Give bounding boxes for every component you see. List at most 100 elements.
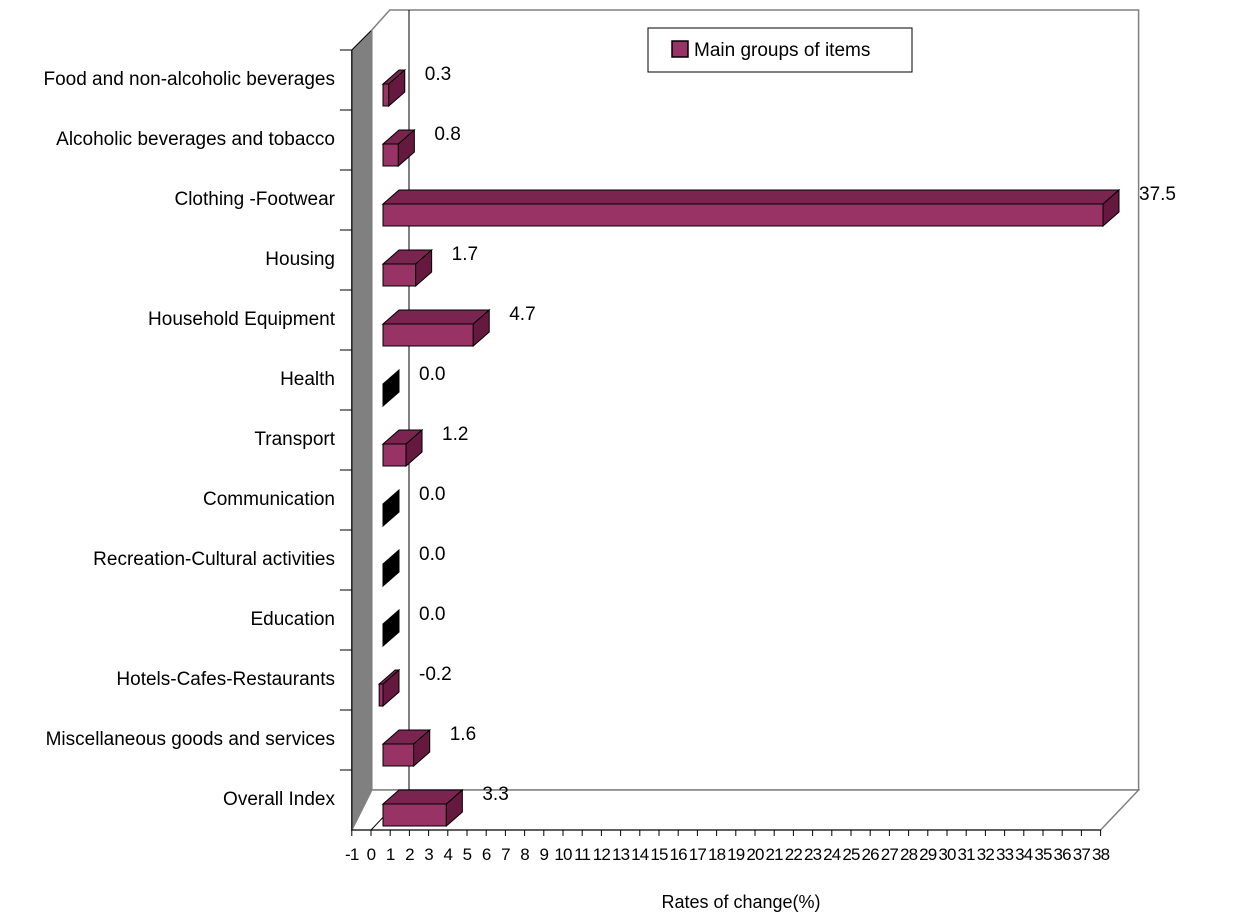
x-tick-label: 6 [482,845,491,864]
category-label: Food and non-alcoholic beverages [43,69,335,90]
category-label: Hotels-Cafes-Restaurants [116,669,335,690]
data-label: 0.8 [434,124,460,145]
back-wall [371,9,1140,791]
x-tick-label: 16 [670,845,688,864]
data-label: 0.0 [419,604,445,625]
data-label: 1.6 [450,724,476,745]
x-tick-label: 1 [386,845,395,864]
axis-group: -1 0 1 2 3 4 5 6 7 8 9 10 11 12 13 14 15 16 17 18 19 20 21 22 23… [339,49,1110,912]
bar [382,548,400,588]
category-label: Miscellaneous goods and services [46,729,335,750]
data-label: -0.2 [419,664,452,685]
bar [381,248,433,288]
bar [381,308,491,348]
category-label: Clothing -Footwear [174,189,335,210]
bar-front [382,143,399,167]
x-tick-label: 28 [900,845,918,864]
x-tick-label: 0 [367,845,376,864]
x-tick-label: 27 [881,845,899,864]
bar-side [472,308,490,348]
bar-front [382,263,417,287]
bar [381,68,407,108]
bar [381,788,464,828]
category-label: Recreation-Cultural activities [93,549,335,570]
x-tick-label: 29 [919,845,937,864]
x-tick-label: 9 [539,845,548,864]
data-label: 0.3 [425,64,451,85]
category-label: Housing [265,249,335,270]
data-label: 0.0 [419,484,445,505]
x-tick-label: 5 [463,845,472,864]
bar [377,668,401,708]
bar [382,368,400,408]
legend: Main groups of items [647,27,913,73]
bar-side [382,608,400,648]
bar-top [381,309,491,325]
x-tick-label: 20 [746,845,764,864]
data-label: 4.7 [509,304,535,325]
plot-frame [350,9,1141,832]
x-tick-label: 21 [766,845,784,864]
x-tick-label: 4 [443,845,452,864]
bar-side [397,128,415,168]
labels-group: Food and non-alcoholic beverages 0.3 Alcoh… [43,64,1176,810]
category-label: Overall Index [223,789,335,810]
bar-side [382,668,400,708]
bars-group [377,68,1121,828]
legend-label: Main groups of items [694,40,870,61]
category-label: Transport [254,429,335,450]
category-label: Education [250,609,335,630]
bar-front [378,683,384,707]
x-tick-label: 10 [554,845,572,864]
floor [350,789,1141,831]
x-tick-label: 32 [977,845,995,864]
x-tick-label: 26 [862,845,880,864]
x-tick-label: 25 [842,845,860,864]
data-label: 1.7 [452,244,478,265]
x-tick-label: 33 [996,845,1014,864]
bar-front [382,443,407,467]
x-axis-title: Rates of change(%) [661,892,820,912]
data-label: 0.0 [419,364,445,385]
bar-side [382,548,400,588]
x-tick-label: 13 [612,845,630,864]
category-label: Household Equipment [148,309,336,330]
data-label: 0.0 [419,544,445,565]
legend-swatch [671,40,689,58]
x-tick-label: 31 [958,845,976,864]
bar-side [415,248,433,288]
bar-side [382,368,400,408]
legend-box [647,27,913,73]
bar [382,488,400,528]
x-tick-label: -1 [345,845,359,864]
x-tick-label: 3 [424,845,433,864]
bar [381,428,424,468]
x-tick-label: 37 [1073,845,1091,864]
x-tick-label: 24 [823,845,841,864]
bar [381,128,416,168]
bar-front [382,323,474,347]
data-label: 37.5 [1139,184,1176,205]
bar-front [382,743,415,767]
category-label: Health [280,369,335,390]
x-tick-label: 36 [1054,845,1072,864]
bar-side [445,788,463,828]
x-tick-label: 11 [574,845,590,864]
x-tick-label: 14 [631,845,649,864]
side-wall [351,28,373,832]
bar [381,188,1121,228]
category-label: Communication [203,489,335,510]
x-tick-label: 8 [520,845,529,864]
bar-front [382,83,390,107]
bar-side [413,728,431,768]
bar-side [1102,188,1120,228]
bar-top [381,189,1121,205]
x-tick-label: 38 [1092,845,1110,864]
x-tick-label: 2 [405,845,414,864]
x-tick-label: 15 [650,845,668,864]
x-tick-label: 7 [501,845,510,864]
x-tick-label: 34 [1015,845,1033,864]
bar [381,728,432,768]
